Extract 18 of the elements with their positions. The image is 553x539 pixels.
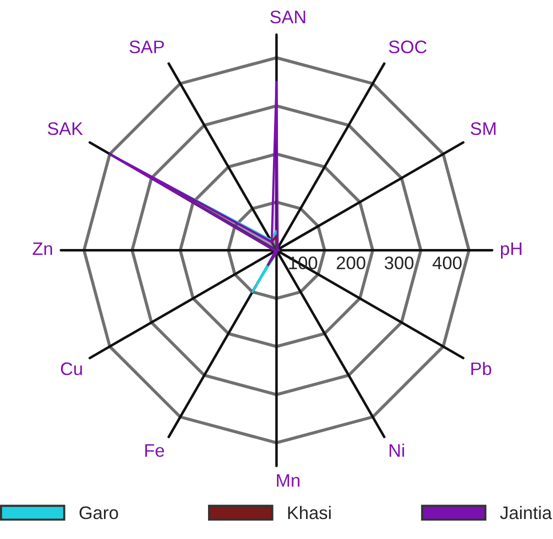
spoke-label: SAK bbox=[48, 122, 83, 136]
spoke-label: Mn bbox=[276, 474, 300, 487]
y-tick-label: 200 bbox=[336, 256, 366, 270]
legend-label: Khasi bbox=[288, 506, 331, 520]
spoke-label: SM bbox=[470, 122, 496, 136]
spoke-label: Pb bbox=[471, 362, 492, 376]
spoke-label: Cu bbox=[60, 362, 82, 376]
legend-label: Garo bbox=[80, 506, 118, 520]
y-tick-label: 300 bbox=[384, 256, 414, 270]
y-tick-label: 400 bbox=[432, 256, 462, 270]
spoke-label: Fe bbox=[145, 444, 164, 457]
spoke-label: pH bbox=[500, 242, 522, 259]
spoke-label: Ni bbox=[390, 444, 404, 457]
legend-label: Jaintia bbox=[500, 506, 552, 520]
spoke-label: Zn bbox=[32, 242, 52, 255]
spoke-label: SAN bbox=[270, 10, 306, 24]
spoke-label: SOC bbox=[388, 40, 427, 54]
spoke-label: SAP bbox=[130, 40, 164, 54]
